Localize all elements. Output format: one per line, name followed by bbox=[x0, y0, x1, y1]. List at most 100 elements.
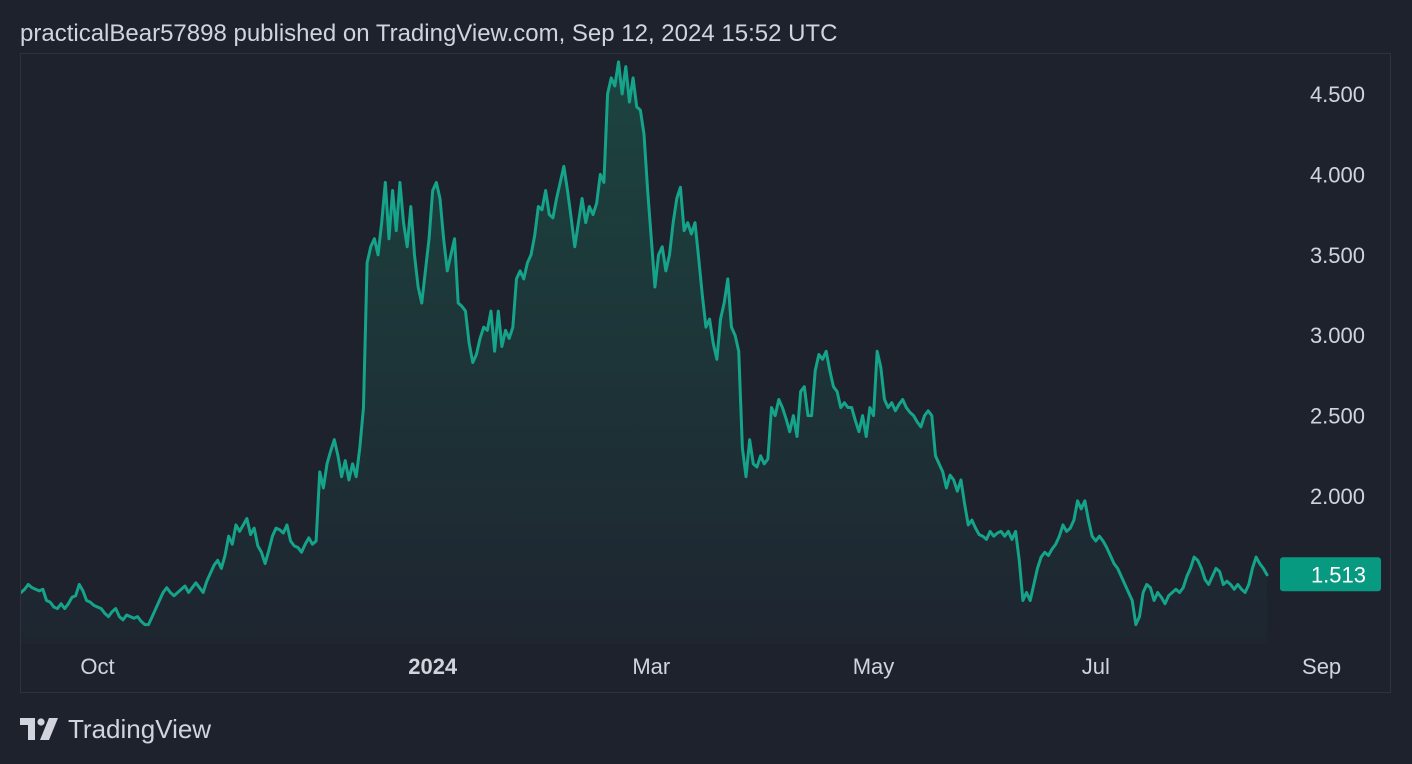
price-data-point bbox=[1120, 575, 1123, 578]
price-data-point bbox=[825, 350, 828, 353]
price-data-point bbox=[530, 253, 533, 256]
price-data-point bbox=[202, 591, 205, 594]
price-data-point bbox=[450, 253, 453, 256]
price-data-point bbox=[267, 549, 270, 552]
price-data-point bbox=[1022, 599, 1025, 602]
price-data-point bbox=[1149, 586, 1152, 589]
price-data-point bbox=[366, 261, 369, 264]
price-data-point bbox=[1116, 567, 1119, 570]
price-data-point bbox=[861, 414, 864, 417]
price-data-point bbox=[1011, 538, 1014, 541]
price-data-point bbox=[409, 205, 412, 208]
price-data-point bbox=[435, 181, 438, 184]
price-data-point bbox=[344, 459, 347, 462]
price-data-point bbox=[963, 503, 966, 506]
price-data-point bbox=[1040, 556, 1043, 559]
price-data-point bbox=[56, 607, 59, 610]
price-data-point bbox=[810, 414, 813, 417]
price-data-point bbox=[511, 326, 514, 329]
price-data-point bbox=[388, 237, 391, 240]
price-data-point bbox=[952, 479, 955, 482]
price-data-point bbox=[759, 454, 762, 457]
price-data-point bbox=[701, 294, 704, 297]
price-data-point bbox=[650, 237, 653, 240]
price-data-point bbox=[475, 353, 478, 356]
x-axis-tick-label: 2024 bbox=[408, 654, 458, 679]
price-data-point bbox=[927, 409, 930, 412]
price-series-line[interactable] bbox=[21, 60, 1269, 627]
price-data-point bbox=[446, 269, 449, 272]
price-data-point bbox=[180, 588, 183, 591]
price-data-point bbox=[887, 406, 890, 409]
price-data-point bbox=[595, 202, 598, 205]
price-data-point bbox=[726, 278, 729, 281]
price-data-point bbox=[1262, 567, 1265, 570]
price-data-point bbox=[154, 607, 157, 610]
x-axis-tick-label: May bbox=[853, 654, 895, 679]
price-data-point bbox=[49, 601, 52, 604]
price-data-point bbox=[1207, 583, 1210, 586]
price-data-point bbox=[956, 490, 959, 493]
price-data-point bbox=[133, 617, 136, 620]
price-data-point bbox=[318, 470, 321, 473]
price-data-point bbox=[577, 221, 580, 224]
price-data-point bbox=[799, 390, 802, 393]
price-data-point bbox=[213, 564, 216, 567]
price-data-point bbox=[1244, 591, 1247, 594]
price-data-point bbox=[763, 462, 766, 465]
price-data-point bbox=[679, 186, 682, 189]
price-data-point bbox=[151, 615, 154, 618]
price-data-point bbox=[1109, 554, 1112, 557]
price-data-point bbox=[107, 615, 110, 618]
price-data-point bbox=[1047, 554, 1050, 557]
price-data-point bbox=[533, 234, 536, 237]
price-data-point bbox=[391, 189, 394, 192]
x-axis-tick-label: Oct bbox=[80, 654, 114, 679]
price-data-point bbox=[329, 450, 332, 453]
price-data-point bbox=[162, 591, 165, 594]
price-data-point bbox=[191, 586, 194, 589]
tradingview-logo[interactable]: TradingView bbox=[20, 714, 211, 744]
price-data-point bbox=[1229, 583, 1232, 586]
price-data-point bbox=[125, 614, 128, 617]
price-data-point bbox=[919, 425, 922, 428]
price-data-point bbox=[1102, 540, 1105, 543]
price-data-point bbox=[184, 585, 187, 588]
price-data-point bbox=[639, 109, 642, 112]
price-data-point bbox=[1160, 596, 1163, 599]
price-data-point bbox=[490, 310, 493, 313]
price-data-point bbox=[442, 237, 445, 240]
price-data-point bbox=[562, 165, 565, 168]
price-data-point bbox=[781, 406, 784, 409]
price-data-point bbox=[271, 535, 274, 538]
price-data-point bbox=[1233, 588, 1236, 591]
price-data-point bbox=[315, 540, 318, 543]
price-data-point bbox=[1164, 602, 1167, 605]
price-data-point bbox=[198, 586, 201, 589]
price-data-point bbox=[668, 253, 671, 256]
price-data-point bbox=[176, 591, 179, 594]
price-data-point bbox=[552, 216, 555, 219]
price-data-point bbox=[89, 601, 92, 604]
price-data-point bbox=[628, 101, 631, 104]
price-data-point bbox=[395, 229, 398, 232]
price-data-point bbox=[60, 602, 63, 605]
price-data-point bbox=[1196, 559, 1199, 562]
price-data-point bbox=[654, 286, 657, 289]
price-data-point bbox=[515, 278, 518, 281]
price-data-point bbox=[1167, 594, 1170, 597]
price-data-point bbox=[1124, 583, 1127, 586]
price-data-point bbox=[683, 229, 686, 232]
price-data-point bbox=[1083, 499, 1086, 502]
price-data-point bbox=[573, 245, 576, 248]
price-data-point bbox=[949, 474, 952, 477]
price-data-point bbox=[431, 189, 434, 192]
price-data-point bbox=[311, 543, 314, 546]
price-area-chart[interactable]: 2.000 2.500 3.000 3.500 4.000 4.500 Oct 2024 Mar… bbox=[21, 54, 1390, 692]
price-data-point bbox=[756, 466, 759, 469]
chart-frame: 2.000 2.500 3.000 3.500 4.000 4.500 Oct 2024 Mar… bbox=[20, 53, 1391, 693]
price-data-point bbox=[606, 93, 609, 96]
price-data-point bbox=[1105, 546, 1108, 549]
price-data-point bbox=[216, 559, 219, 562]
y-axis-tick-label: 3.500 bbox=[1310, 243, 1365, 268]
